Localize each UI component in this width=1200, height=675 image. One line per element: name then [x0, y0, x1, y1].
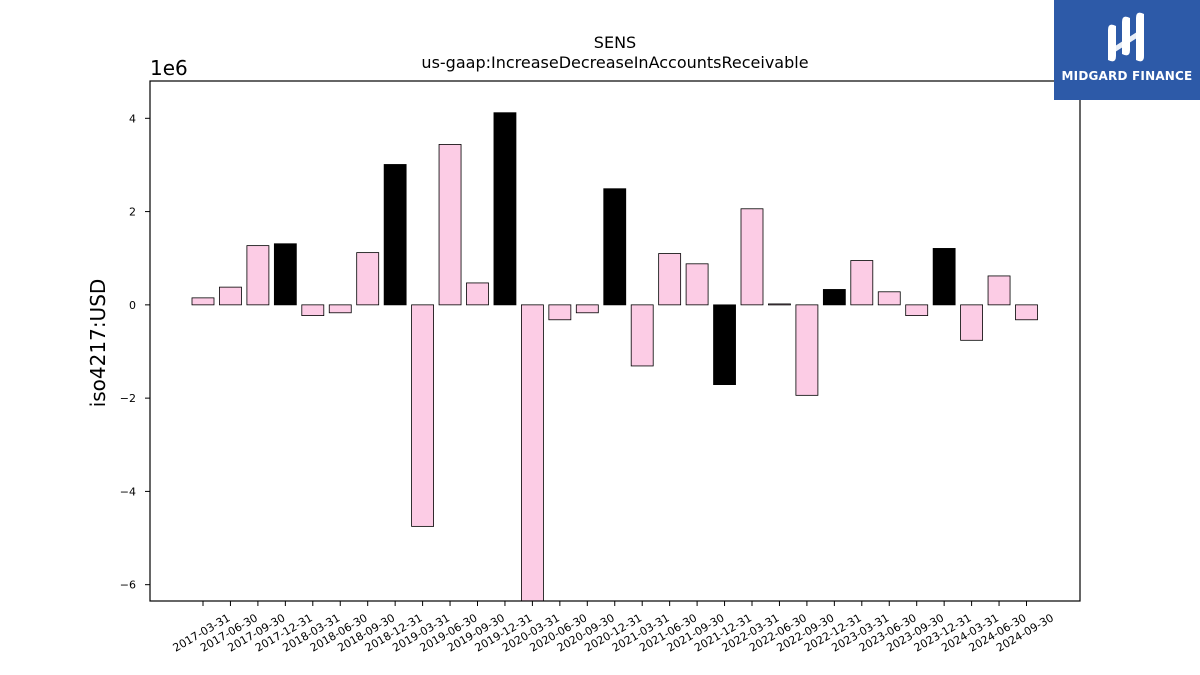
bar-2018-12-31 — [383, 164, 407, 306]
bar-2018-09-30 — [356, 252, 380, 306]
bar-2020-12-31 — [603, 188, 627, 306]
y-tick-label: −2 — [120, 392, 136, 405]
bar-2017-09-30 — [246, 245, 270, 306]
y-tick-label: 0 — [129, 299, 136, 312]
bar-2023-12-31 — [932, 248, 956, 306]
bar-2022-09-30 — [795, 304, 819, 396]
bar-2023-03-31 — [850, 260, 874, 306]
y-axis-offset-label: 1e6 — [150, 56, 188, 80]
logo-text: MIDGARD FINANCE — [1061, 69, 1193, 83]
y-tick-label: 4 — [129, 112, 136, 125]
bar-2017-03-31 — [191, 297, 215, 306]
bar-2019-06-30 — [438, 144, 462, 306]
y-tick-label: 2 — [129, 206, 136, 219]
y-tick-label: −4 — [120, 485, 136, 498]
bar-2022-03-31 — [740, 208, 764, 306]
bar-2019-09-30 — [466, 282, 489, 306]
bar-2023-09-30 — [905, 304, 929, 316]
bar-2021-09-30 — [685, 263, 709, 306]
bar-2022-06-30 — [768, 303, 791, 306]
bar-2024-09-30 — [1015, 304, 1038, 321]
bar-2021-06-30 — [658, 253, 682, 306]
bar-2017-12-31 — [273, 243, 297, 306]
y-axis-ticks: −6 −4 −2 0 2 4 — [120, 112, 150, 592]
bar-2020-03-31 — [521, 304, 544, 602]
y-tick-label: −6 — [120, 579, 136, 592]
bar-series — [191, 112, 1038, 602]
bar-2021-03-31 — [630, 304, 654, 367]
bar-2020-09-30 — [575, 304, 599, 314]
chart-title: SENS — [594, 33, 636, 52]
bar-2018-06-30 — [328, 304, 352, 314]
bar-2019-12-31 — [493, 112, 517, 306]
plot-frame — [149, 80, 1081, 602]
midgard-finance-logo: MIDGARD FINANCE — [1054, 0, 1200, 100]
bar-2022-12-31 — [822, 289, 846, 306]
bar-2017-06-30 — [219, 286, 242, 306]
bar-2021-12-31 — [713, 304, 736, 386]
bar-2023-06-30 — [877, 291, 901, 306]
chart-subtitle: us-gaap:IncreaseDecreaseInAccountsReceiv… — [421, 53, 808, 72]
bar-2020-06-30 — [548, 304, 572, 321]
bar-2018-03-31 — [301, 304, 325, 316]
midgard-logo-mark-icon — [1108, 12, 1144, 62]
bar-2024-06-30 — [987, 275, 1011, 306]
x-axis-ticks: 2017-03-312017-06-302017-09-302017-12-31… — [171, 601, 1056, 655]
bar-2019-03-31 — [411, 304, 435, 527]
y-axis-label: iso4217:USD — [86, 279, 110, 408]
bar-2024-03-31 — [960, 304, 983, 341]
